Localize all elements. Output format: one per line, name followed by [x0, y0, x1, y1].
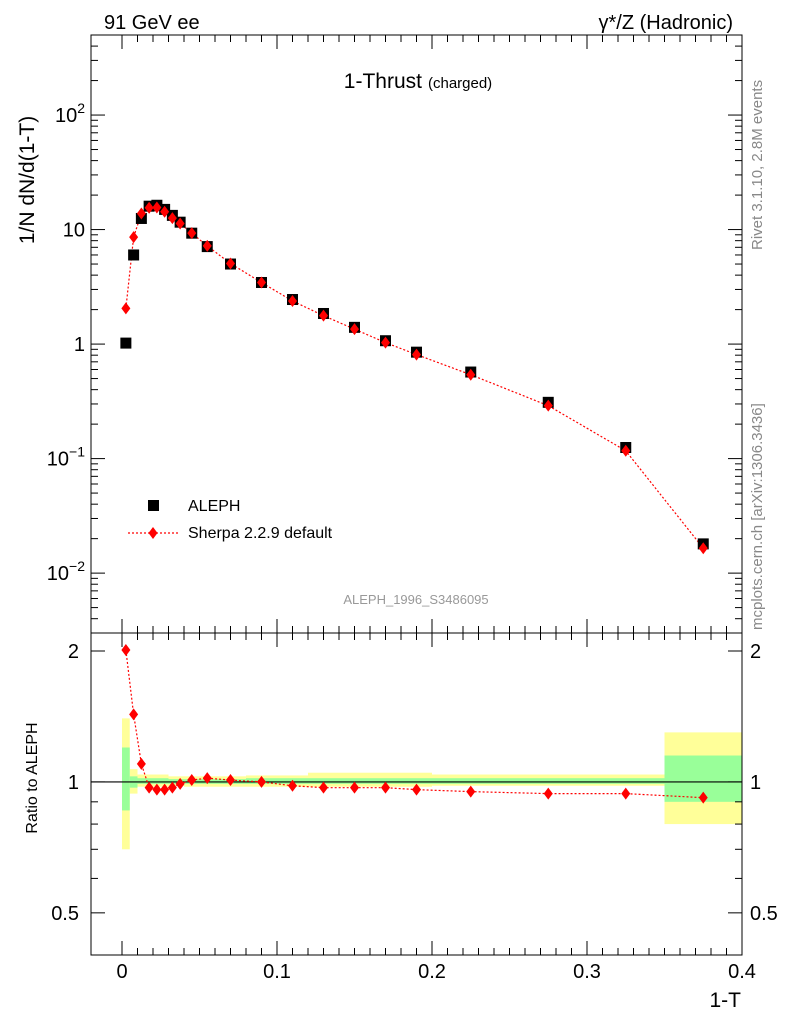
- aleph-point: [120, 337, 132, 349]
- sherpa-point: [152, 201, 162, 214]
- ratio-y-tick-label-right: 0.5: [750, 903, 778, 925]
- sherpa-point: [350, 323, 359, 336]
- ratio-sherpa-point: [257, 775, 266, 788]
- ratio-uncertainty-band-green: [308, 778, 432, 784]
- sherpa-point: [319, 309, 328, 322]
- main-y-tick-label-exponent: −1: [69, 444, 85, 460]
- sherpa-point: [144, 201, 154, 214]
- x-tick-label: 0.1: [263, 961, 291, 983]
- main-y-tick-label-exponent: −2: [69, 558, 85, 574]
- main-y-tick-label: 10−2: [47, 558, 85, 585]
- header-left: 91 GeV ee: [104, 12, 200, 34]
- ratio-y-tick-label: 2: [68, 641, 79, 663]
- sherpa-point: [543, 399, 553, 412]
- main-y-tick-label-base: 10: [47, 563, 69, 585]
- legend: ALEPH Sherpa 2.2.9 default: [128, 498, 333, 542]
- main-y-tick-label-base: 1: [74, 334, 85, 356]
- main-y-tick-label-base: 10: [47, 449, 69, 471]
- ratio-plot-area: 0 0.1 0.2 0.3 0.4 0.5 0.5 1 1 2 2 Ratio to ALEPH 1…: [24, 632, 778, 1012]
- ratio-y-axis-label: Ratio to ALEPH: [24, 722, 41, 833]
- ratio-y-tick-label: 1: [68, 772, 79, 794]
- main-y-tick-label: 102: [55, 100, 85, 127]
- ratio-y-tick-label: 0.5: [51, 903, 79, 925]
- main-y-tick-label: 1: [74, 334, 85, 356]
- mcplots-label: mcplots.cern.ch [arXiv:1306.3436]: [749, 403, 766, 630]
- ratio-sherpa-point: [698, 791, 708, 804]
- sherpa-point: [412, 348, 421, 361]
- plot-title-main: 1-Thrust: [344, 70, 422, 93]
- ratio-sherpa-point: [121, 644, 131, 657]
- ratio-sherpa-point: [187, 774, 197, 787]
- legend-marker-sherpa: [148, 527, 158, 539]
- ratio-uncertainty-band-green: [246, 778, 308, 784]
- sherpa-point: [167, 212, 177, 225]
- sherpa-point: [136, 207, 146, 220]
- rivet-label: Rivet 3.1.10, 2.8M events: [749, 80, 766, 250]
- plot-title: 1-Thrust (charged): [344, 70, 492, 93]
- main-y-tick-label-base: 10: [55, 105, 77, 127]
- sherpa-point: [698, 542, 708, 555]
- analysis-label: ALEPH_1996_S3486095: [343, 592, 488, 607]
- legend-label-aleph: ALEPH: [188, 498, 240, 515]
- sherpa-point: [175, 217, 185, 230]
- ratio-sherpa-point: [466, 785, 476, 798]
- ratio-uncertainty-band-green: [432, 778, 665, 784]
- main-y-tick-label: 10−1: [47, 444, 85, 471]
- main-y-tick-label: 10: [63, 220, 85, 242]
- sherpa-point: [129, 231, 139, 244]
- sherpa-point: [226, 257, 235, 270]
- ratio-sherpa-point: [412, 783, 421, 796]
- plot-title-sub: (charged): [428, 75, 492, 92]
- ratio-sherpa-point: [152, 783, 162, 796]
- ratio-sherpa-point: [175, 777, 185, 790]
- aleph-point: [128, 249, 140, 261]
- ratio-uncertainty-band-green: [122, 747, 130, 811]
- ratio-y-tick-label-right: 1: [750, 772, 761, 794]
- y-axis-label: 1/N dN/d(1-T): [16, 116, 39, 244]
- x-tick-label: 0.3: [573, 961, 601, 983]
- ratio-sherpa-point: [202, 772, 212, 785]
- sherpa-point: [466, 368, 476, 381]
- x-tick-label: 0.2: [418, 961, 446, 983]
- sherpa-point: [621, 444, 631, 457]
- sherpa-point: [121, 302, 131, 315]
- ratio-sherpa-point: [319, 781, 328, 794]
- ratio-sherpa-point: [381, 781, 390, 794]
- ratio-sherpa-point: [350, 781, 359, 794]
- ratio-y-tick-label-right: 2: [750, 641, 761, 663]
- ratio-sherpa-point: [129, 708, 139, 721]
- ratio-sherpa-point: [167, 781, 177, 794]
- ratio-sherpa-point: [160, 783, 170, 796]
- x-tick-label: 0: [116, 961, 127, 983]
- ratio-sherpa-point: [621, 787, 631, 800]
- ratio-sherpa-point: [543, 787, 553, 800]
- legend-label-sherpa: Sherpa 2.2.9 default: [188, 525, 333, 542]
- sherpa-point: [288, 294, 297, 307]
- ratio-sherpa-point: [226, 774, 235, 787]
- ratio-sherpa-point: [144, 781, 154, 794]
- sherpa-point: [187, 227, 197, 240]
- main-y-tick-label-exponent: 2: [77, 100, 85, 116]
- header-right: γ*/Z (Hadronic): [599, 12, 733, 34]
- sherpa-point: [202, 239, 212, 252]
- ratio-sherpa-point: [288, 779, 297, 792]
- sherpa-point: [381, 336, 390, 349]
- x-tick-label: 0.4: [728, 961, 756, 983]
- ratio-uncertainty-band-green: [137, 778, 169, 784]
- sherpa-point: [160, 205, 170, 218]
- ratio-sherpa-point: [136, 757, 146, 770]
- sherpa-point: [257, 276, 266, 289]
- main-plot-frame: [90, 34, 743, 634]
- main-y-tick-label-base: 10: [63, 220, 85, 242]
- legend-marker-aleph: [148, 500, 159, 511]
- x-axis-label: 1-T: [710, 989, 742, 1012]
